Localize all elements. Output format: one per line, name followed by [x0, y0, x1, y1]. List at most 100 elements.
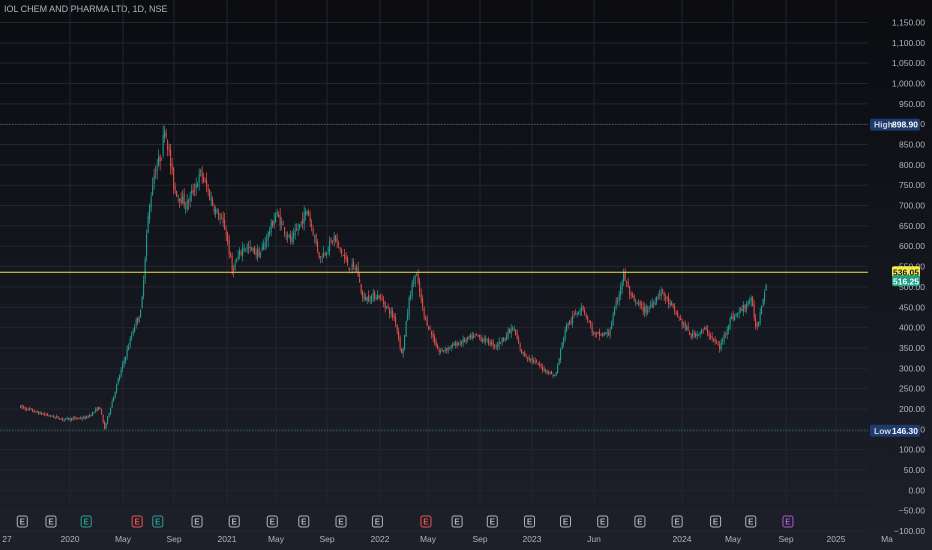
candle — [462, 335, 464, 347]
candle — [708, 330, 710, 341]
candle — [443, 350, 445, 353]
candle — [693, 329, 695, 339]
candle — [341, 248, 343, 258]
candle — [186, 193, 188, 212]
y-axis[interactable]: 1,150.001,100.001,050.001,000.00950.0090… — [892, 18, 925, 537]
earnings-event-icon[interactable]: E — [782, 515, 794, 528]
earnings-event-icon[interactable]: E — [634, 515, 646, 528]
candle — [683, 321, 685, 328]
candle — [176, 190, 178, 197]
earnings-event-icon[interactable]: E — [671, 515, 683, 528]
earnings-event-icon[interactable]: E — [710, 515, 722, 528]
candle — [255, 248, 257, 260]
candle — [329, 236, 331, 257]
candle — [759, 308, 761, 326]
candle — [177, 194, 179, 203]
low-label: Low — [874, 426, 891, 436]
candle — [306, 210, 308, 216]
candle — [624, 268, 626, 282]
candle — [636, 301, 638, 305]
earnings-event-icon[interactable]: E — [16, 515, 28, 528]
earnings-event-icon[interactable]: E — [335, 515, 347, 528]
candle — [270, 218, 272, 237]
candle — [765, 283, 767, 291]
earnings-event-icon[interactable]: E — [152, 515, 164, 528]
candle — [45, 413, 47, 417]
y-tick-label: 200.00 — [899, 404, 925, 414]
candle — [77, 417, 79, 420]
candle — [254, 245, 256, 255]
candle — [714, 336, 716, 345]
candle — [608, 328, 610, 337]
candle — [279, 208, 281, 231]
candle — [521, 349, 523, 355]
svg-text:E: E — [155, 518, 161, 527]
earnings-event-icon[interactable]: E — [131, 515, 143, 528]
earnings-event-icon[interactable]: E — [266, 515, 278, 528]
candle — [513, 325, 515, 332]
earnings-event-icon[interactable]: E — [451, 515, 463, 528]
earnings-event-icon[interactable]: E — [486, 515, 498, 528]
low-value: 146.30 — [892, 426, 918, 436]
candle — [20, 405, 22, 409]
candle — [108, 412, 110, 418]
earnings-event-icon[interactable]: E — [559, 515, 571, 528]
candle — [600, 333, 602, 336]
candle — [83, 415, 85, 419]
svg-text:536.05: 536.05 — [893, 267, 919, 277]
earnings-event-icon[interactable]: E — [45, 515, 57, 528]
candle — [741, 304, 743, 312]
candle — [707, 325, 709, 337]
svg-text:E: E — [134, 518, 140, 527]
candle — [407, 308, 409, 322]
candle — [291, 231, 293, 245]
candle — [617, 297, 619, 305]
candle — [614, 305, 616, 316]
candle — [543, 365, 545, 372]
candle — [726, 326, 728, 340]
earnings-event-icon[interactable]: E — [191, 515, 203, 528]
candle — [375, 294, 377, 301]
high-price-tag: High 898.90 — [870, 118, 920, 131]
candle — [32, 408, 34, 413]
candle — [264, 237, 266, 251]
candle — [468, 334, 470, 340]
earnings-event-icon[interactable]: E — [298, 515, 310, 528]
candle — [87, 415, 89, 419]
earnings-event-icon[interactable]: E — [80, 515, 92, 528]
candle — [170, 144, 172, 175]
earnings-event-icon[interactable]: E — [745, 515, 757, 528]
earnings-event-icon[interactable]: E — [228, 515, 240, 528]
candle — [174, 182, 176, 195]
earnings-event-icon[interactable]: E — [371, 515, 383, 528]
candle — [366, 296, 368, 305]
y-tick-label: 1,050.00 — [892, 58, 925, 68]
candle — [399, 335, 401, 352]
candle — [245, 248, 247, 252]
candle — [23, 405, 25, 410]
candle — [296, 223, 298, 232]
earnings-event-icon[interactable]: E — [523, 515, 535, 528]
x-axis[interactable]: 27 2020 May Sep 2021 May Sep 2022 May Sep 2023 Jun 2… — [2, 534, 893, 544]
candle — [272, 219, 274, 228]
candle — [458, 341, 460, 346]
candle — [378, 294, 380, 299]
candle — [110, 407, 112, 416]
candle — [480, 334, 482, 342]
candle — [356, 263, 358, 273]
candle — [590, 320, 592, 329]
candle — [648, 305, 650, 313]
x-tick-label: Sep — [166, 534, 181, 544]
earnings-event-icon[interactable]: E — [597, 515, 609, 528]
candle — [198, 168, 200, 191]
candle — [213, 203, 215, 215]
candle — [248, 241, 250, 255]
earnings-event-icon[interactable]: E — [420, 515, 432, 528]
candle — [497, 341, 499, 351]
candle — [675, 310, 677, 316]
candle — [650, 300, 652, 309]
candle — [239, 247, 241, 260]
candle — [474, 334, 476, 338]
